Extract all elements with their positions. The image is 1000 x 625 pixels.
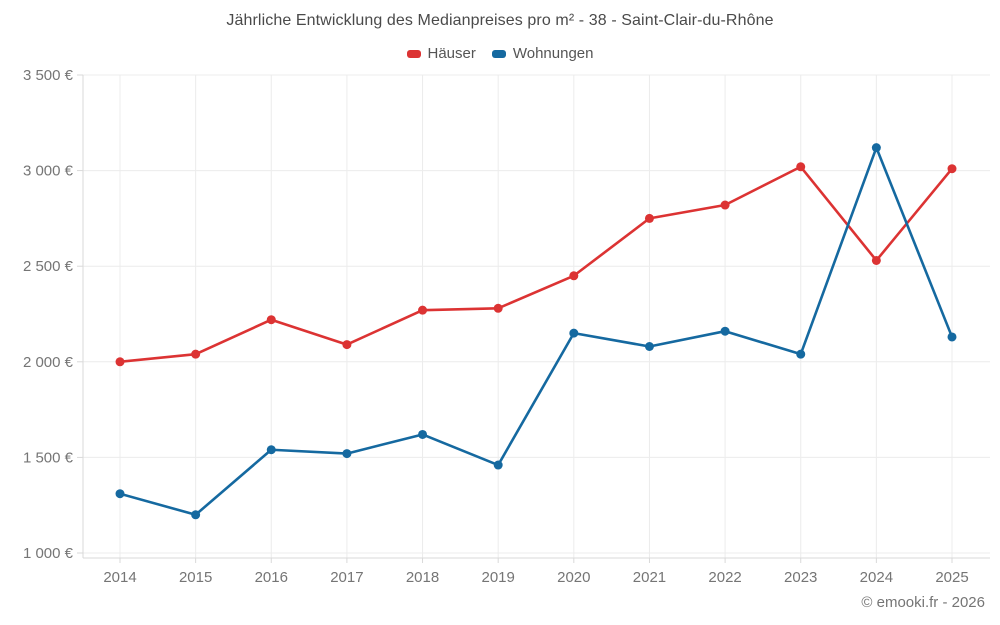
x-axis-label: 2021 [633,569,666,586]
data-point[interactable] [644,213,654,223]
legend-item-wohnungen[interactable]: Wohnungen [491,45,594,62]
data-point[interactable] [115,357,125,367]
chart-legend: Häuser Wohnungen [0,45,1000,62]
data-point[interactable] [342,449,352,459]
legend-label-wohnungen: Wohnungen [512,45,594,62]
data-point[interactable] [266,445,276,455]
y-axis-label: 3 000 € [23,163,74,180]
series-line-0 [118,165,954,364]
legend-label-haeuser: Häuser [427,45,476,62]
data-point[interactable] [191,349,201,359]
legend-item-haeuser[interactable]: Häuser [406,45,476,62]
data-point[interactable] [569,271,579,281]
legend-swatch-haeuser-icon [406,49,421,58]
x-axis-label: 2022 [708,569,741,586]
x-axis-label: 2016 [255,569,288,586]
series-line-1 [118,146,954,517]
x-axis-label: 2015 [179,569,212,586]
y-axis-label: 1 500 € [23,449,74,466]
data-point[interactable] [947,164,957,174]
data-point[interactable] [947,332,957,342]
data-point[interactable] [871,255,881,265]
y-axis-label: 2 500 € [23,258,74,275]
data-point[interactable] [569,328,579,338]
x-axis-label: 2019 [481,569,514,586]
x-axis-label: 2024 [860,569,893,586]
x-axis-label: 2017 [330,569,363,586]
data-point[interactable] [493,303,503,313]
data-point[interactable] [418,305,428,315]
data-point[interactable] [115,489,125,499]
x-axis-label: 2023 [784,569,817,586]
x-axis-label: 2025 [935,569,968,586]
y-axis-label: 2 000 € [23,354,74,371]
x-axis-label: 2014 [103,569,136,586]
data-point[interactable] [342,340,352,350]
data-point[interactable] [871,143,881,153]
x-axis-label: 2018 [406,569,439,586]
data-point[interactable] [418,429,428,439]
y-axis-label: 1 000 € [23,545,74,562]
data-point[interactable] [266,315,276,325]
legend-swatch-wohnungen-icon [491,49,506,58]
data-point[interactable] [720,200,730,210]
data-point[interactable] [644,342,654,352]
data-point[interactable] [191,510,201,520]
data-point[interactable] [720,326,730,336]
copyright-credit: © emooki.fr - 2026 [861,594,985,611]
data-point[interactable] [493,460,503,470]
chart-title: Jährliche Entwicklung des Medianpreises … [226,12,774,29]
data-point[interactable] [796,349,806,359]
x-axis-label: 2020 [557,569,590,586]
y-axis-label: 3 500 € [23,67,74,84]
data-point[interactable] [796,162,806,172]
